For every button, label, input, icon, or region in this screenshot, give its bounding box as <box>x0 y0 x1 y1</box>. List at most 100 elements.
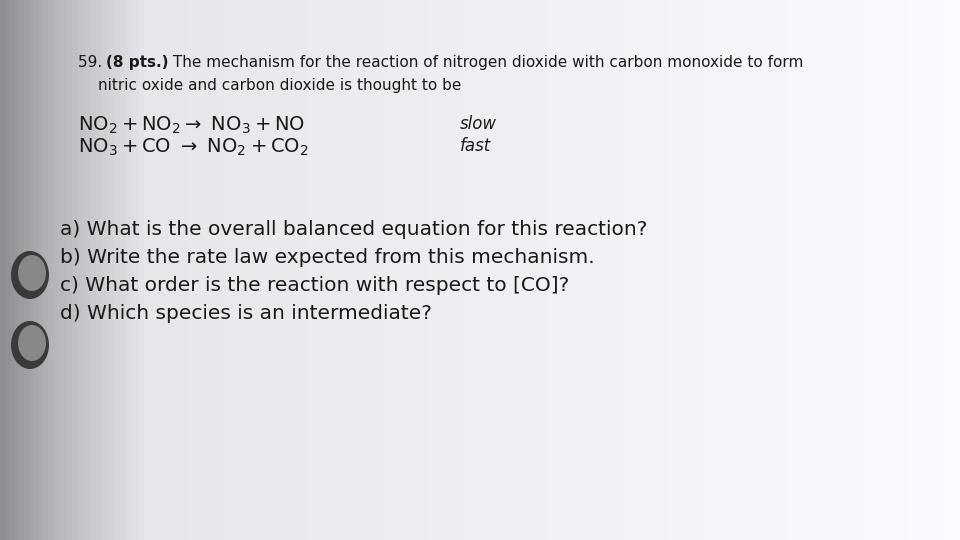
Bar <box>192 0 198 540</box>
Bar <box>595 0 601 540</box>
Bar <box>763 0 769 540</box>
Bar <box>797 0 803 540</box>
Bar <box>682 0 687 540</box>
Bar <box>864 0 870 540</box>
Bar <box>427 0 433 540</box>
Bar <box>773 0 779 540</box>
Bar <box>398 0 404 540</box>
Text: $\mathregular{NO_3 + CO \ \rightarrow \ NO_2 + CO_2}$: $\mathregular{NO_3 + CO \ \rightarrow \ … <box>78 137 308 158</box>
Bar <box>5 0 11 540</box>
Bar <box>605 0 611 540</box>
Bar <box>110 0 116 540</box>
Bar <box>470 0 476 540</box>
Bar <box>931 0 937 540</box>
Text: The mechanism for the reaction of nitrogen dioxide with carbon monoxide to form: The mechanism for the reaction of nitrog… <box>168 55 804 70</box>
Text: b) Write the rate law expected from this mechanism.: b) Write the rate law expected from this… <box>60 248 594 267</box>
Bar <box>322 0 327 540</box>
Bar <box>226 0 231 540</box>
Bar <box>317 0 323 540</box>
Bar <box>638 0 644 540</box>
Bar <box>490 0 495 540</box>
Bar <box>379 0 385 540</box>
Ellipse shape <box>11 251 49 299</box>
Bar <box>768 0 774 540</box>
Bar <box>211 0 217 540</box>
Bar <box>216 0 222 540</box>
Bar <box>86 0 92 540</box>
Bar <box>442 0 447 540</box>
Bar <box>850 0 855 540</box>
Bar <box>643 0 649 540</box>
Bar <box>509 0 515 540</box>
Bar <box>859 0 865 540</box>
Bar <box>528 0 534 540</box>
Bar <box>288 0 294 540</box>
Bar <box>691 0 697 540</box>
Bar <box>845 0 851 540</box>
Bar <box>581 0 587 540</box>
Bar <box>326 0 332 540</box>
Bar <box>336 0 342 540</box>
Bar <box>254 0 260 540</box>
Bar <box>53 0 59 540</box>
Bar <box>883 0 889 540</box>
Text: nitric oxide and carbon dioxide is thought to be: nitric oxide and carbon dioxide is thoug… <box>98 78 462 93</box>
Bar <box>451 0 457 540</box>
Bar <box>557 0 563 540</box>
Bar <box>139 0 145 540</box>
Bar <box>365 0 371 540</box>
Bar <box>173 0 179 540</box>
Bar <box>394 0 399 540</box>
Bar <box>67 0 73 540</box>
Bar <box>662 0 668 540</box>
Bar <box>446 0 452 540</box>
Bar <box>658 0 663 540</box>
Bar <box>130 0 135 540</box>
Bar <box>38 0 44 540</box>
Bar <box>725 0 731 540</box>
Bar <box>163 0 169 540</box>
Bar <box>230 0 236 540</box>
Bar <box>182 0 188 540</box>
Bar <box>710 0 716 540</box>
Ellipse shape <box>18 255 46 291</box>
Bar <box>840 0 846 540</box>
Bar <box>384 0 390 540</box>
Bar <box>259 0 265 540</box>
Bar <box>715 0 721 540</box>
Bar <box>701 0 707 540</box>
Bar <box>422 0 428 540</box>
Bar <box>120 0 126 540</box>
Bar <box>58 0 63 540</box>
Bar <box>816 0 822 540</box>
Bar <box>538 0 543 540</box>
Bar <box>312 0 318 540</box>
Text: slow: slow <box>460 115 497 133</box>
Bar <box>264 0 270 540</box>
Bar <box>62 0 68 540</box>
Bar <box>792 0 798 540</box>
Bar <box>29 0 35 540</box>
Bar <box>466 0 471 540</box>
Bar <box>950 0 956 540</box>
Bar <box>667 0 673 540</box>
Text: $\mathregular{NO_2 + NO_2 \rightarrow \ NO_3 + NO}$: $\mathregular{NO_2 + NO_2 \rightarrow \ … <box>78 115 305 136</box>
Bar <box>250 0 255 540</box>
Bar <box>77 0 83 540</box>
Bar <box>869 0 875 540</box>
Bar <box>341 0 347 540</box>
Bar <box>480 0 486 540</box>
Bar <box>514 0 519 540</box>
Bar <box>278 0 284 540</box>
Bar <box>197 0 203 540</box>
Bar <box>566 0 572 540</box>
Bar <box>475 0 481 540</box>
Bar <box>878 0 884 540</box>
Bar <box>154 0 159 540</box>
Bar <box>331 0 337 540</box>
Bar <box>350 0 356 540</box>
Bar <box>202 0 207 540</box>
Bar <box>346 0 351 540</box>
Bar <box>298 0 303 540</box>
Text: c) What order is the reaction with respect to [CO]?: c) What order is the reaction with respe… <box>60 276 569 295</box>
